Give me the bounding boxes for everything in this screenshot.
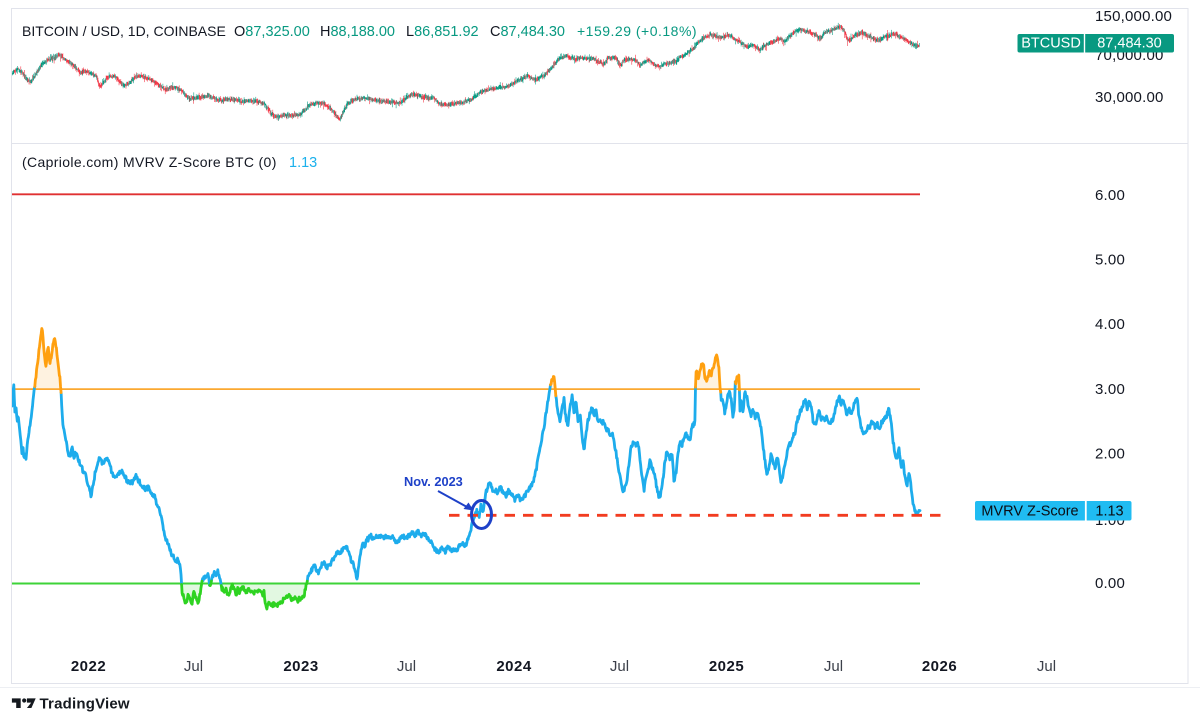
svg-text:C87,484.30: C87,484.30 bbox=[490, 24, 565, 40]
svg-text:+159.29 (+0.18%): +159.29 (+0.18%) bbox=[577, 23, 697, 39]
svg-text:Jul: Jul bbox=[1037, 658, 1056, 675]
svg-text:Jul: Jul bbox=[184, 658, 203, 675]
svg-text:150,000.00: 150,000.00 bbox=[1095, 8, 1172, 25]
svg-text:Nov. 2023: Nov. 2023 bbox=[404, 474, 463, 489]
svg-text:2.00: 2.00 bbox=[1095, 446, 1125, 463]
svg-text:Jul: Jul bbox=[397, 658, 416, 675]
svg-text:30,000.00: 30,000.00 bbox=[1095, 89, 1164, 106]
svg-text:Jul: Jul bbox=[824, 658, 843, 675]
svg-text:6.00: 6.00 bbox=[1095, 187, 1125, 204]
svg-text:O87,325.00: O87,325.00 bbox=[234, 24, 310, 40]
svg-text:TradingView: TradingView bbox=[40, 696, 130, 713]
svg-text:Jul: Jul bbox=[610, 658, 629, 675]
svg-text:5.00: 5.00 bbox=[1095, 252, 1125, 269]
svg-text:2024: 2024 bbox=[496, 658, 532, 675]
svg-text:(Capriole.com) MVRV Z-Score BT: (Capriole.com) MVRV Z-Score BTC (0) bbox=[22, 154, 277, 170]
svg-text:0.00: 0.00 bbox=[1095, 575, 1125, 592]
svg-text:H88,188.00: H88,188.00 bbox=[320, 24, 395, 40]
svg-text:87,484.30: 87,484.30 bbox=[1097, 36, 1162, 52]
svg-text:2026: 2026 bbox=[922, 658, 957, 675]
svg-text:MVRV Z-Score: MVRV Z-Score bbox=[981, 504, 1078, 520]
svg-text:BITCOIN / USD, 1D, COINBASE: BITCOIN / USD, 1D, COINBASE bbox=[22, 23, 226, 39]
svg-text:1.13: 1.13 bbox=[1095, 504, 1123, 520]
svg-text:2025: 2025 bbox=[709, 658, 744, 675]
svg-text:BTCUSD: BTCUSD bbox=[1021, 36, 1081, 52]
svg-text:3.00: 3.00 bbox=[1095, 381, 1125, 398]
svg-text:4.00: 4.00 bbox=[1095, 316, 1125, 333]
svg-text:2022: 2022 bbox=[71, 658, 106, 675]
svg-text:1.13: 1.13 bbox=[289, 155, 317, 171]
svg-text:L86,851.92: L86,851.92 bbox=[406, 24, 479, 40]
svg-text:2023: 2023 bbox=[283, 658, 318, 675]
